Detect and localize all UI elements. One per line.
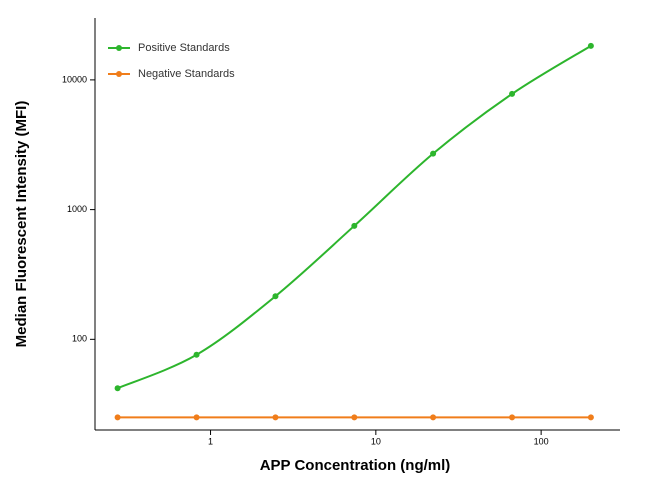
data-point [114, 414, 121, 421]
data-point [430, 414, 437, 421]
data-point [193, 414, 200, 421]
data-point [193, 351, 200, 358]
data-point [430, 150, 437, 157]
x-tick-label: 10 [371, 436, 381, 446]
y-tick-label: 100 [72, 334, 87, 344]
data-point [351, 414, 358, 421]
legend-marker [116, 45, 122, 51]
x-tick-label: 1 [208, 436, 213, 446]
data-point [509, 414, 516, 421]
data-point [587, 414, 594, 421]
x-tick-label: 100 [534, 436, 549, 446]
data-point [272, 414, 279, 421]
y-axis-title: Median Fluorescent Intensity (MFI) [13, 101, 30, 348]
legend-label: Positive Standards [138, 42, 230, 54]
data-point [272, 293, 279, 300]
data-point [114, 385, 121, 392]
data-point [587, 42, 594, 49]
y-tick-label: 10000 [62, 74, 87, 84]
data-point [351, 222, 358, 229]
x-axis-title: APP Concentration (ng/ml) [260, 457, 451, 474]
data-point [509, 90, 516, 97]
y-tick-label: 1000 [67, 204, 87, 214]
legend-marker [116, 71, 122, 77]
series-line [117, 44, 592, 390]
legend-label: Negative Standards [138, 68, 235, 80]
